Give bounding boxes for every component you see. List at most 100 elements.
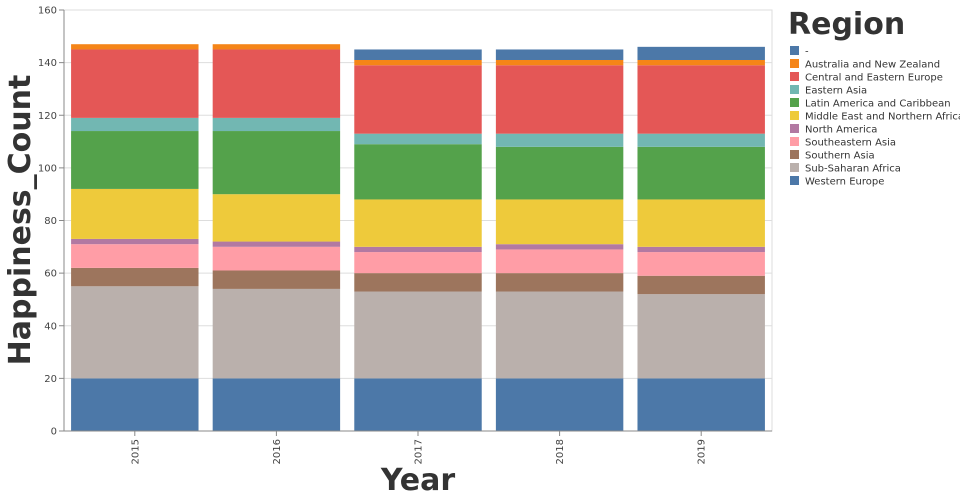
- bar-segment: [637, 134, 764, 147]
- y-tick-label: 0: [51, 427, 57, 438]
- legend: Region - Australia and New Zealand Central…: [788, 7, 960, 188]
- legend-item: Southern Asia: [790, 150, 875, 162]
- legend-label: Latin America and Caribbean: [805, 99, 951, 110]
- legend-item: Eastern Asia: [790, 85, 867, 97]
- legend-label: Sub-Saharan Africa: [805, 164, 901, 175]
- x-tick-label: 2018: [555, 439, 566, 464]
- legend-label: Eastern Asia: [805, 86, 867, 97]
- bar-segment: [637, 147, 764, 200]
- legend-swatch: [790, 137, 799, 146]
- bar-segment: [354, 199, 481, 246]
- bar-segment: [71, 44, 198, 49]
- legend-swatch: [790, 46, 799, 55]
- bar-segment: [71, 118, 198, 131]
- bar-segment: [637, 199, 764, 246]
- legend-item: Latin America and Caribbean: [790, 98, 951, 110]
- y-tick-label: 60: [44, 269, 57, 280]
- bar-segment: [496, 292, 623, 379]
- legend-item: Southeastern Asia: [790, 137, 896, 149]
- bar-segment: [213, 242, 340, 247]
- bar-segment: [213, 194, 340, 241]
- legend-item: Middle East and Northern Africa: [790, 111, 960, 123]
- bar-segment: [637, 294, 764, 378]
- bar-segment: [71, 286, 198, 378]
- legend-label: -: [805, 47, 809, 58]
- legend-swatch: [790, 150, 799, 159]
- bar-segment: [496, 134, 623, 147]
- bar-segment: [496, 273, 623, 291]
- bar-segment: [71, 268, 198, 286]
- legend-swatch: [790, 59, 799, 68]
- bar-segment: [213, 289, 340, 378]
- bar-segment: [496, 60, 623, 65]
- bars: [71, 44, 765, 431]
- bar-segment: [354, 144, 481, 199]
- bar-segment: [71, 49, 198, 117]
- legend-swatch: [790, 98, 799, 107]
- bar-segment: [637, 247, 764, 252]
- bar-segment: [496, 49, 623, 60]
- bar-segment: [637, 252, 764, 276]
- bar-segment: [496, 249, 623, 273]
- bar-segment: [496, 147, 623, 200]
- bar-segment: [496, 244, 623, 249]
- y-tick-label: 120: [38, 111, 57, 122]
- bar-segment: [354, 252, 481, 273]
- bar-segment: [71, 189, 198, 239]
- legend-swatch: [790, 85, 799, 94]
- y-axis-title: Happiness_Count: [3, 75, 38, 366]
- x-tick-label: 2016: [272, 439, 283, 464]
- bar-segment: [496, 199, 623, 244]
- legend-label: North America: [805, 125, 877, 136]
- y-tick-label: 140: [38, 58, 57, 69]
- legend-label: Central and Eastern Europe: [805, 73, 943, 84]
- legend-label: Middle East and Northern Africa: [805, 112, 960, 123]
- legend-swatch: [790, 111, 799, 120]
- bar-segment: [637, 276, 764, 294]
- legend-item: Australia and New Zealand: [790, 59, 940, 71]
- bar-segment: [213, 49, 340, 117]
- x-tick-label: 2015: [130, 439, 141, 464]
- bar-segment: [71, 239, 198, 244]
- legend-item: Central and Eastern Europe: [790, 72, 943, 84]
- bar-segment: [71, 131, 198, 189]
- y-tick-label: 80: [44, 216, 57, 227]
- bar-segment: [213, 247, 340, 271]
- x-tick-label: 2019: [697, 439, 708, 464]
- legend-label: Australia and New Zealand: [805, 60, 940, 71]
- legend-swatch: [790, 72, 799, 81]
- legend-swatch: [790, 176, 799, 185]
- bar-segment: [354, 65, 481, 133]
- bar-segment: [496, 65, 623, 133]
- bar-segment: [637, 65, 764, 133]
- bar-segment: [354, 292, 481, 379]
- legend-swatch: [790, 124, 799, 133]
- bar-segment: [354, 60, 481, 65]
- chart-canvas: 0204060801001201401602015 2016 2017 2018 201…: [0, 0, 960, 500]
- bar-segment: [354, 273, 481, 291]
- bar-segment: [213, 270, 340, 288]
- bar-segment: [354, 378, 481, 431]
- stacked-bar-chart: 0 20 40 60 80 100 120 140 160 2015 2016 2017 2018 201…: [0, 0, 960, 500]
- legend-item: -: [790, 46, 809, 58]
- x-axis-title: Year: [380, 463, 456, 498]
- bar-segment: [71, 244, 198, 268]
- y-tick-label: 160: [38, 6, 57, 17]
- legend-title: Region: [788, 7, 905, 42]
- bar-segment: [213, 378, 340, 431]
- bar-segment: [354, 247, 481, 252]
- bar-segment: [496, 378, 623, 431]
- bar-segment: [213, 131, 340, 194]
- legend-item: Sub-Saharan Africa: [790, 163, 901, 175]
- bar-segment: [354, 49, 481, 60]
- legend-label: Western Europe: [805, 177, 884, 188]
- legend-item: Western Europe: [790, 176, 884, 188]
- bar-segment: [637, 47, 764, 60]
- legend-swatch: [790, 163, 799, 172]
- bar-segment: [213, 44, 340, 49]
- x-tick-label: 2017: [414, 439, 425, 464]
- bar-segment: [213, 118, 340, 131]
- y-tick-label: 100: [38, 163, 57, 174]
- legend-item: North America: [790, 124, 877, 136]
- bar-segment: [354, 134, 481, 145]
